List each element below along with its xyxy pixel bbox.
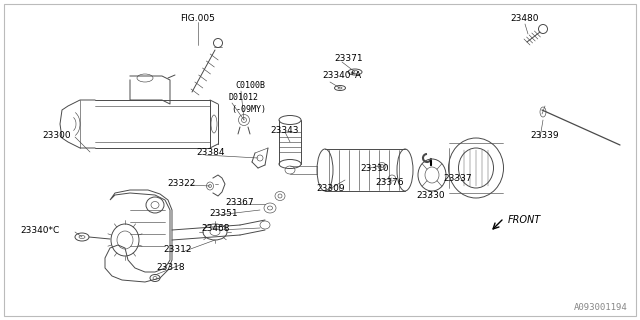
Text: 23340*C: 23340*C [20,226,60,235]
Text: D01012: D01012 [228,92,258,101]
Text: 23367: 23367 [225,197,253,206]
Text: 23351: 23351 [209,209,237,218]
Text: 23318: 23318 [156,263,184,273]
Text: 23309: 23309 [316,183,344,193]
Text: 23384: 23384 [196,148,225,156]
Text: 23312: 23312 [163,244,191,253]
Text: 23343: 23343 [270,125,298,134]
Text: 23310: 23310 [360,164,388,172]
Text: 23330: 23330 [416,190,445,199]
Text: 23340*A: 23340*A [322,70,361,79]
Text: (-09MY): (-09MY) [231,105,266,114]
Text: FIG.005: FIG.005 [180,13,216,22]
Text: 23371: 23371 [334,53,363,62]
Text: 23480: 23480 [510,13,538,22]
Text: 23322: 23322 [167,179,195,188]
Text: A093001194: A093001194 [574,303,628,312]
Text: 23337: 23337 [443,173,472,182]
Text: 23300: 23300 [42,131,70,140]
Text: 23468: 23468 [201,223,230,233]
Text: FRONT: FRONT [508,215,541,225]
Text: 23339: 23339 [530,131,559,140]
Text: C0100B: C0100B [235,81,265,90]
Text: 23376: 23376 [375,178,404,187]
